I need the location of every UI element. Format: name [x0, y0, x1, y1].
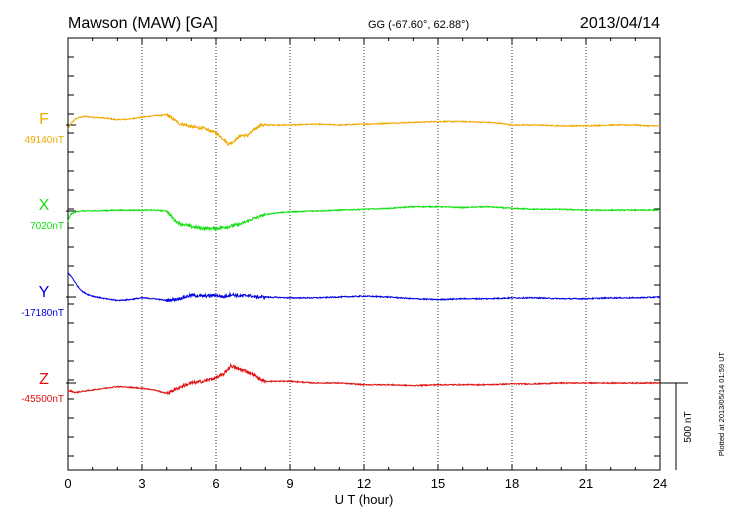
scale-bar — [660, 382, 688, 470]
baseline-label-z: -45500nT — [21, 394, 64, 405]
baseline-label-y: -17180nT — [21, 308, 64, 319]
baseline-label-f: 49140nT — [25, 135, 64, 146]
baseline-ticks — [66, 124, 76, 384]
x-tick-label: 9 — [286, 476, 293, 491]
series-line-z — [67, 362, 661, 396]
axis-ticks — [67, 38, 661, 470]
x-tick-label: 15 — [431, 476, 445, 491]
x-tick-label: 24 — [653, 476, 667, 491]
station-title: Mawson (MAW) [GA] — [68, 15, 218, 32]
x-tick-label: 12 — [357, 476, 371, 491]
series-line-x — [67, 204, 661, 232]
x-tick-label: 3 — [138, 476, 145, 491]
series-line-y — [67, 272, 661, 303]
plotted-timestamp: Plotted at 2013/05/14 01:59 UT — [717, 351, 726, 456]
x-tick-label: 18 — [505, 476, 519, 491]
series-label-z: Z — [39, 371, 49, 388]
x-tick-label: 21 — [579, 476, 593, 491]
date-label: 2013/04/14 — [580, 15, 660, 32]
x-tick-label: 6 — [212, 476, 219, 491]
series-line-f — [67, 112, 661, 146]
series-label-f: F — [39, 111, 49, 128]
series-lines — [67, 112, 661, 396]
vertical-gridlines — [141, 38, 587, 470]
x-tick-label: 0 — [64, 476, 71, 491]
x-axis-label: U T (hour) — [335, 492, 394, 507]
scale-bar-label: 500 nT — [683, 411, 694, 442]
baseline-label-x: 7020nT — [30, 221, 64, 232]
series-label-x: X — [39, 197, 50, 214]
coordinates-label: GG (-67.60°, 62.88°) — [368, 19, 469, 31]
series-label-y: Y — [39, 284, 50, 301]
x-tick-labels: 0 3 6 9 12 15 18 21 24 — [64, 476, 667, 491]
